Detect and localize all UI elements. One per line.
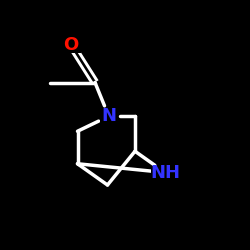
- Bar: [100, 109, 117, 123]
- Bar: [151, 166, 179, 179]
- Text: N: N: [101, 107, 116, 125]
- Bar: [62, 38, 81, 52]
- Text: NH: NH: [150, 164, 180, 182]
- Text: O: O: [64, 36, 79, 54]
